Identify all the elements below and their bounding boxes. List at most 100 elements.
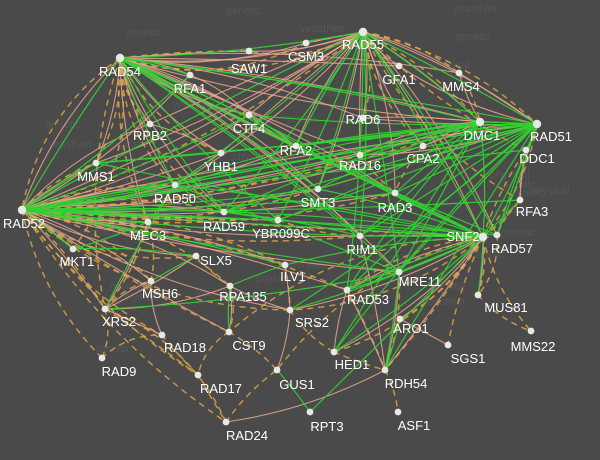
node-label-rpt3: RPT3 [310, 419, 343, 434]
graph-node-gfa1[interactable] [395, 62, 403, 70]
edge-physical [119, 57, 481, 123]
background-watermark: physical [255, 273, 295, 285]
background-watermark: genetic [455, 31, 491, 43]
graph-node-rad18[interactable] [158, 331, 166, 339]
edge-physical [104, 308, 163, 336]
edge-coexpression [295, 31, 364, 147]
node-label-hed1: HED1 [335, 357, 370, 372]
graph-node-ybr099c[interactable] [274, 216, 282, 224]
graph-node-rad24[interactable] [222, 418, 230, 426]
graph-node-rpt3[interactable] [306, 408, 314, 416]
node-layer[interactable] [17, 27, 542, 426]
graph-node-mus81[interactable] [474, 291, 482, 299]
edge-genetic [21, 209, 227, 423]
graph-node-smt3[interactable] [314, 185, 322, 193]
graph-node-rim1[interactable] [356, 232, 364, 240]
edge-coexpression [21, 31, 364, 211]
graph-node-rdh54[interactable] [381, 366, 389, 374]
edge-coexpression [147, 184, 176, 223]
graph-node-cst9[interactable] [225, 328, 233, 336]
node-label-rad16: RAD16 [339, 158, 381, 173]
graph-node-xrs2[interactable] [101, 305, 109, 313]
graph-node-mms22[interactable] [527, 327, 535, 335]
edge-genetic [384, 236, 484, 371]
graph-node-aro1[interactable] [396, 315, 404, 323]
node-label-mre11: MRE11 [399, 274, 441, 289]
graph-node-cpa2[interactable] [419, 142, 427, 150]
graph-node-rad3[interactable] [391, 189, 399, 197]
graph-node-saw1[interactable] [245, 47, 253, 55]
edge-genetic [94, 57, 121, 310]
edge-genetic [101, 308, 109, 359]
graph-node-gus1[interactable] [273, 366, 281, 374]
edge-genetic [458, 72, 481, 123]
background-watermark: genetic [226, 5, 262, 17]
graph-node-rad53[interactable] [343, 286, 351, 294]
graph-node-mre11[interactable] [395, 268, 403, 276]
graph-node-msh6[interactable] [147, 277, 155, 285]
edge-coexpression [394, 123, 538, 194]
edge-physical [21, 123, 538, 211]
graph-node-rad6[interactable] [359, 114, 367, 122]
node-label-gfa1: GFA1 [382, 72, 415, 87]
graph-node-mec3[interactable] [144, 218, 152, 226]
graph-node-rad16[interactable] [356, 151, 364, 159]
graph-node-dmc1[interactable] [475, 117, 485, 127]
edge-coexpression [317, 188, 484, 238]
edge-coexpression [21, 188, 319, 211]
edge-genetic [161, 334, 199, 376]
graph-node-snf2[interactable] [478, 232, 488, 242]
graph-node-ddc1[interactable] [522, 146, 530, 154]
graph-node-mms4[interactable] [455, 69, 463, 77]
graph-node-rpb2[interactable] [146, 120, 154, 128]
edge-physical [119, 52, 460, 74]
edge-physical [189, 74, 250, 116]
graph-node-srs2[interactable] [286, 306, 294, 314]
graph-node-rpa135[interactable] [226, 282, 234, 290]
edge-physical [21, 209, 286, 266]
edge-physical [295, 31, 364, 147]
graph-node-rfa3[interactable] [516, 196, 524, 204]
edge-coexpression [384, 318, 401, 371]
node-label-xrs2: XRS2 [102, 314, 136, 329]
edge-coexpression [333, 123, 538, 353]
graph-node-rfa2[interactable] [292, 142, 300, 150]
edge-coexpression [174, 123, 538, 186]
edge-physical [21, 57, 121, 211]
graph-node-rad59[interactable] [220, 208, 228, 216]
graph-node-ilv1[interactable] [281, 261, 289, 269]
graph-node-rad17[interactable] [194, 371, 202, 379]
graph-node-rad52[interactable] [17, 205, 27, 215]
graph-node-rfa1[interactable] [186, 71, 194, 79]
graph-node-ctf4[interactable] [245, 111, 253, 119]
edge-genetic [482, 149, 527, 238]
background-watermark: genetic [125, 27, 161, 39]
graph-node-rad9[interactable] [98, 354, 106, 362]
graph-node-csm3[interactable] [302, 39, 310, 47]
graph-node-mkt1[interactable] [69, 245, 77, 253]
graph-node-rad57[interactable] [493, 231, 501, 239]
graph-node-rad50[interactable] [171, 181, 179, 189]
edge-physical [362, 31, 484, 238]
edge-genetic [21, 57, 121, 211]
graph-node-slx5[interactable] [192, 252, 200, 260]
edge-coexpression [346, 31, 364, 291]
edge-coexpression [229, 264, 286, 287]
edge-coexpression [277, 121, 481, 221]
graph-node-rad51[interactable] [532, 119, 542, 129]
graph-node-rad54[interactable] [115, 53, 125, 63]
edge-physical [21, 209, 291, 311]
node-label-asf1: ASF1 [398, 418, 431, 433]
graph-node-hed1[interactable] [330, 348, 338, 356]
background-watermark: genetic [352, 311, 388, 323]
edge-coexpression [317, 121, 481, 190]
graph-node-rad55[interactable] [358, 27, 368, 37]
edge-physical [229, 285, 291, 311]
graph-node-sgs1[interactable] [444, 341, 452, 349]
graph-node-yhb1[interactable] [217, 149, 225, 157]
edge-physical [119, 57, 225, 213]
graph-node-asf1[interactable] [394, 408, 402, 416]
graph-node-mms1[interactable] [92, 159, 100, 167]
